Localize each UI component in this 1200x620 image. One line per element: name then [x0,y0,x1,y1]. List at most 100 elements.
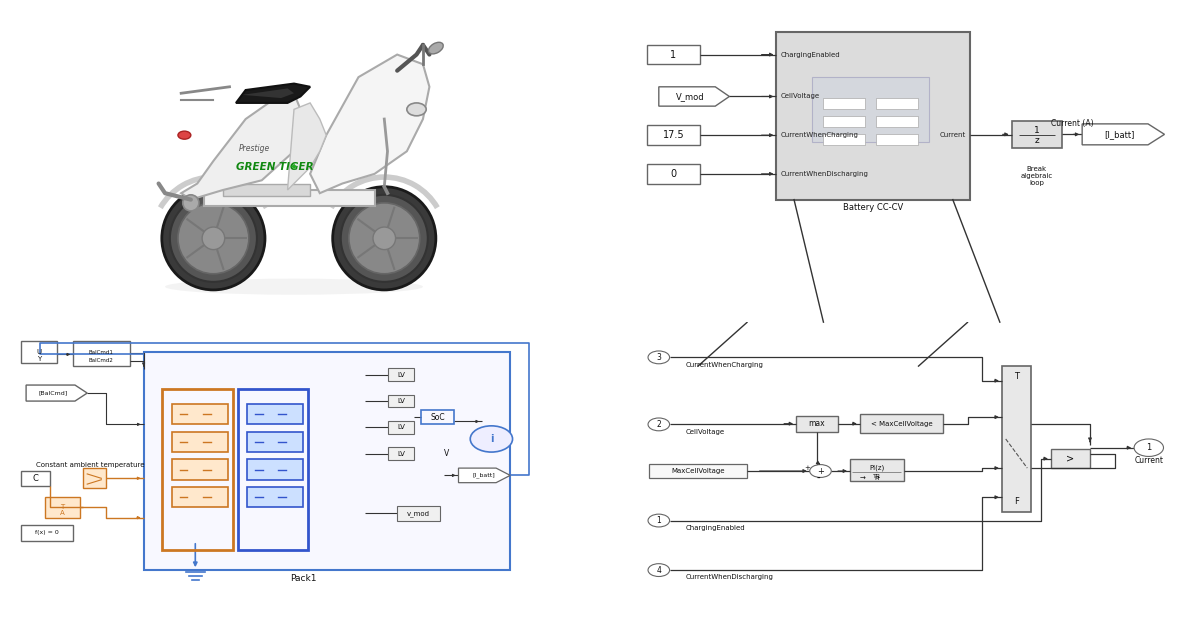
Circle shape [648,351,670,364]
Text: ChargingEnabled: ChargingEnabled [781,51,841,58]
Text: Break
algebraic
loop: Break algebraic loop [1020,166,1052,186]
Text: CurrentWhenDischarging: CurrentWhenDischarging [685,574,774,580]
Text: 4: 4 [656,565,661,575]
Text: SoC: SoC [430,412,445,422]
FancyBboxPatch shape [22,342,56,363]
Circle shape [1134,439,1164,456]
FancyBboxPatch shape [796,415,838,432]
Circle shape [470,426,512,452]
Text: [I_batt]: [I_batt] [1104,130,1134,139]
Text: z: z [1034,136,1039,145]
FancyBboxPatch shape [1012,121,1062,148]
Text: F: F [1014,497,1019,506]
FancyBboxPatch shape [647,45,700,64]
FancyBboxPatch shape [776,32,971,200]
Text: T: T [60,505,65,510]
FancyBboxPatch shape [172,404,228,424]
FancyBboxPatch shape [1002,366,1031,512]
Text: Current: Current [1134,456,1163,466]
Text: LV: LV [397,398,404,404]
Text: +: + [804,464,810,471]
Text: 0: 0 [671,169,677,179]
FancyBboxPatch shape [823,116,864,127]
Text: Current (A): Current (A) [1050,118,1093,128]
Text: v_mod: v_mod [407,510,430,516]
FancyBboxPatch shape [823,98,864,109]
Ellipse shape [407,103,426,116]
Polygon shape [1082,124,1164,145]
Text: 1: 1 [1146,443,1152,452]
Text: TR: TR [872,474,881,479]
Text: LV: LV [397,424,404,430]
Text: [BalCmd]: [BalCmd] [38,391,68,396]
FancyBboxPatch shape [73,342,130,366]
FancyBboxPatch shape [144,352,510,570]
Text: A: A [60,510,65,516]
Circle shape [648,418,670,431]
Text: T: T [1014,372,1019,381]
FancyBboxPatch shape [44,497,80,518]
Text: Current: Current [940,132,966,138]
Polygon shape [659,87,730,106]
Circle shape [162,187,265,290]
FancyBboxPatch shape [22,471,49,485]
FancyBboxPatch shape [247,459,304,480]
Polygon shape [242,89,294,98]
Text: -: - [816,474,820,483]
Text: f(x) = 0: f(x) = 0 [35,531,59,536]
Text: +: + [817,467,824,476]
Circle shape [182,195,199,211]
Circle shape [648,514,670,527]
Text: PI(z): PI(z) [869,465,884,471]
Text: CellVoltage: CellVoltage [781,94,821,99]
Text: BalCmd2: BalCmd2 [89,358,114,363]
Circle shape [170,195,257,282]
Text: PI: PI [874,476,880,481]
Text: GREEN TIGER: GREEN TIGER [236,162,313,172]
Text: CellVoltage: CellVoltage [685,428,725,435]
Polygon shape [288,103,326,190]
Text: ChargingEnabled: ChargingEnabled [685,525,745,531]
Text: 2: 2 [656,420,661,429]
Circle shape [341,195,427,282]
Text: MaxCellVoltage: MaxCellVoltage [671,468,725,474]
FancyBboxPatch shape [823,133,864,145]
FancyBboxPatch shape [859,414,943,433]
Text: Y: Y [37,356,41,363]
Circle shape [332,187,436,290]
Text: LV: LV [397,372,404,378]
Text: max: max [809,419,826,428]
FancyBboxPatch shape [172,487,228,507]
Text: BalCmd1: BalCmd1 [89,350,114,355]
Text: V_mod: V_mod [677,92,704,101]
Circle shape [373,227,396,250]
Text: >: > [1067,454,1074,464]
FancyBboxPatch shape [172,432,228,452]
Text: Battery CC-CV: Battery CC-CV [844,203,904,212]
Circle shape [648,564,670,577]
Polygon shape [204,190,374,206]
Text: Prestige: Prestige [239,144,270,153]
Text: C: C [32,474,38,483]
Text: CurrentWhenCharging: CurrentWhenCharging [685,361,763,368]
FancyBboxPatch shape [247,487,304,507]
FancyBboxPatch shape [22,525,73,541]
Polygon shape [310,55,430,193]
FancyBboxPatch shape [647,164,700,184]
Text: CurrentWhenCharging: CurrentWhenCharging [781,132,859,138]
FancyBboxPatch shape [388,447,414,460]
Text: [I_batt]: [I_batt] [473,472,496,478]
FancyBboxPatch shape [83,468,106,489]
Text: V: V [444,449,450,458]
FancyBboxPatch shape [811,77,929,141]
Text: Pack1: Pack1 [290,574,317,583]
FancyBboxPatch shape [850,459,904,481]
Text: LV: LV [397,451,404,456]
FancyBboxPatch shape [397,506,439,521]
Circle shape [810,464,832,477]
FancyBboxPatch shape [247,404,304,424]
FancyBboxPatch shape [1051,449,1090,468]
FancyBboxPatch shape [388,395,414,407]
Text: 1: 1 [656,516,661,525]
FancyBboxPatch shape [876,98,918,109]
